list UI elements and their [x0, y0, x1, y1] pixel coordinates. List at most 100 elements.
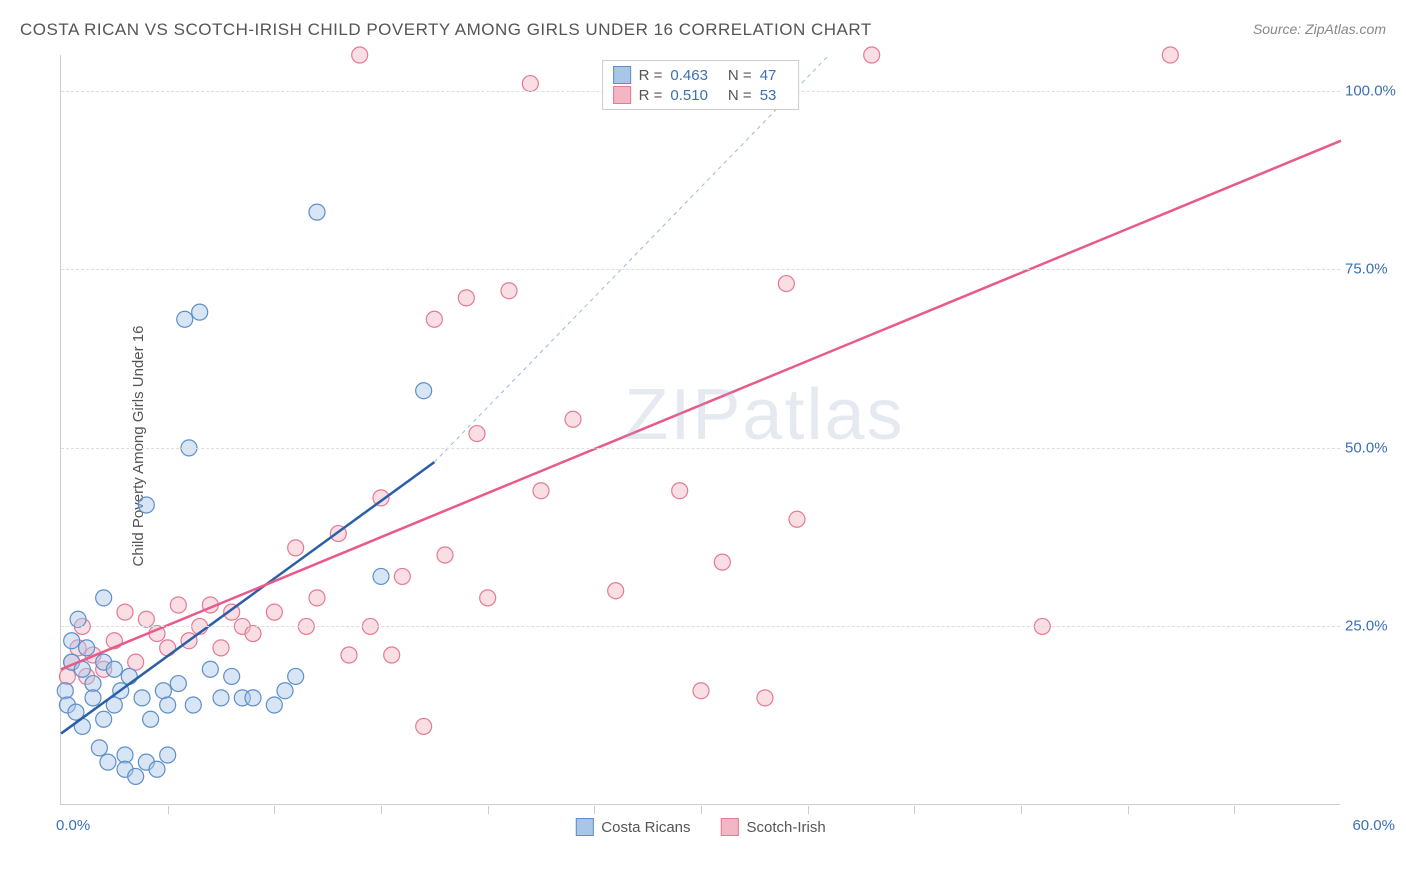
source-value: ZipAtlas.com [1305, 21, 1386, 37]
data-point [480, 590, 496, 606]
x-tick [808, 806, 809, 814]
legend-item: Scotch-Irish [721, 818, 826, 836]
data-point [288, 540, 304, 556]
stat-r-val-1: 0.510 [670, 87, 708, 104]
plot-region: ZIPatlas R = 0.463 N = 47 R = 0.510 N = … [60, 55, 1340, 805]
stat-n-val-0: 47 [760, 67, 777, 84]
source-text: Source: ZipAtlas.com [1253, 21, 1386, 39]
data-point [778, 276, 794, 292]
x-max-label: 60.0% [1352, 817, 1395, 834]
y-tick-label: 100.0% [1345, 82, 1400, 99]
stat-n-val-1: 53 [760, 87, 777, 104]
data-point [714, 554, 730, 570]
data-point [309, 590, 325, 606]
stat-r-val-0: 0.463 [670, 67, 708, 84]
data-point [117, 604, 133, 620]
data-point [288, 668, 304, 684]
data-point [128, 768, 144, 784]
data-point [59, 668, 75, 684]
swatch-series-1 [613, 86, 631, 104]
data-point [757, 690, 773, 706]
data-point [789, 511, 805, 527]
swatch-series-0 [613, 66, 631, 84]
data-point [138, 497, 154, 513]
data-point [1162, 47, 1178, 63]
data-point [341, 647, 357, 663]
x-tick [594, 806, 595, 814]
data-point [266, 697, 282, 713]
legend-stats-row: R = 0.463 N = 47 [613, 65, 789, 85]
data-point [138, 611, 154, 627]
data-point [128, 654, 144, 670]
data-point [533, 483, 549, 499]
data-point [149, 761, 165, 777]
data-point [134, 690, 150, 706]
data-point [155, 683, 171, 699]
data-point [106, 661, 122, 677]
data-point [373, 568, 389, 584]
x-tick [1021, 806, 1022, 814]
data-point [416, 383, 432, 399]
data-point [117, 747, 133, 763]
data-point [469, 426, 485, 442]
data-point [522, 76, 538, 92]
data-point [160, 697, 176, 713]
data-point [437, 547, 453, 563]
gridline [61, 626, 1340, 627]
data-point [394, 568, 410, 584]
data-point [224, 668, 240, 684]
data-point [458, 290, 474, 306]
legend-stats-row: R = 0.510 N = 53 [613, 85, 789, 105]
data-point [91, 740, 107, 756]
x-tick [168, 806, 169, 814]
stat-r-label: R = [639, 87, 663, 104]
x-tick [488, 806, 489, 814]
data-point [565, 411, 581, 427]
data-point [121, 668, 137, 684]
data-point [170, 597, 186, 613]
x-tick [701, 806, 702, 814]
legend-item: Costa Ricans [575, 818, 690, 836]
data-point [864, 47, 880, 63]
data-point [426, 311, 442, 327]
chart-area: ZIPatlas R = 0.463 N = 47 R = 0.510 N = … [60, 55, 1380, 835]
data-point [96, 711, 112, 727]
data-point [185, 697, 201, 713]
data-point [100, 754, 116, 770]
data-point [177, 311, 193, 327]
data-point [266, 604, 282, 620]
data-point [608, 583, 624, 599]
data-point [85, 690, 101, 706]
swatch-series-0 [575, 818, 593, 836]
source-label: Source: [1253, 21, 1305, 37]
x-tick [1234, 806, 1235, 814]
stat-r-label: R = [639, 67, 663, 84]
data-point [213, 690, 229, 706]
chart-title: COSTA RICAN VS SCOTCH-IRISH CHILD POVERT… [20, 20, 872, 40]
data-point [202, 661, 218, 677]
stat-n-label: N = [728, 67, 752, 84]
data-point [160, 747, 176, 763]
data-point [245, 690, 261, 706]
legend-label-1: Scotch-Irish [747, 819, 826, 836]
bottom-legend: Costa Ricans Scotch-Irish [575, 818, 825, 836]
y-tick-label: 50.0% [1345, 439, 1400, 456]
data-point [79, 640, 95, 656]
data-point [64, 633, 80, 649]
y-tick-label: 25.0% [1345, 618, 1400, 635]
data-point [85, 676, 101, 692]
x-tick [381, 806, 382, 814]
data-point [693, 683, 709, 699]
data-point [170, 676, 186, 692]
data-point [57, 683, 73, 699]
x-tick [1128, 806, 1129, 814]
data-point [245, 626, 261, 642]
stat-n-label: N = [728, 87, 752, 104]
x-tick [274, 806, 275, 814]
gridline [61, 448, 1340, 449]
data-point [384, 647, 400, 663]
data-point [416, 718, 432, 734]
legend-label-0: Costa Ricans [601, 819, 690, 836]
x-tick [914, 806, 915, 814]
data-point [143, 711, 159, 727]
